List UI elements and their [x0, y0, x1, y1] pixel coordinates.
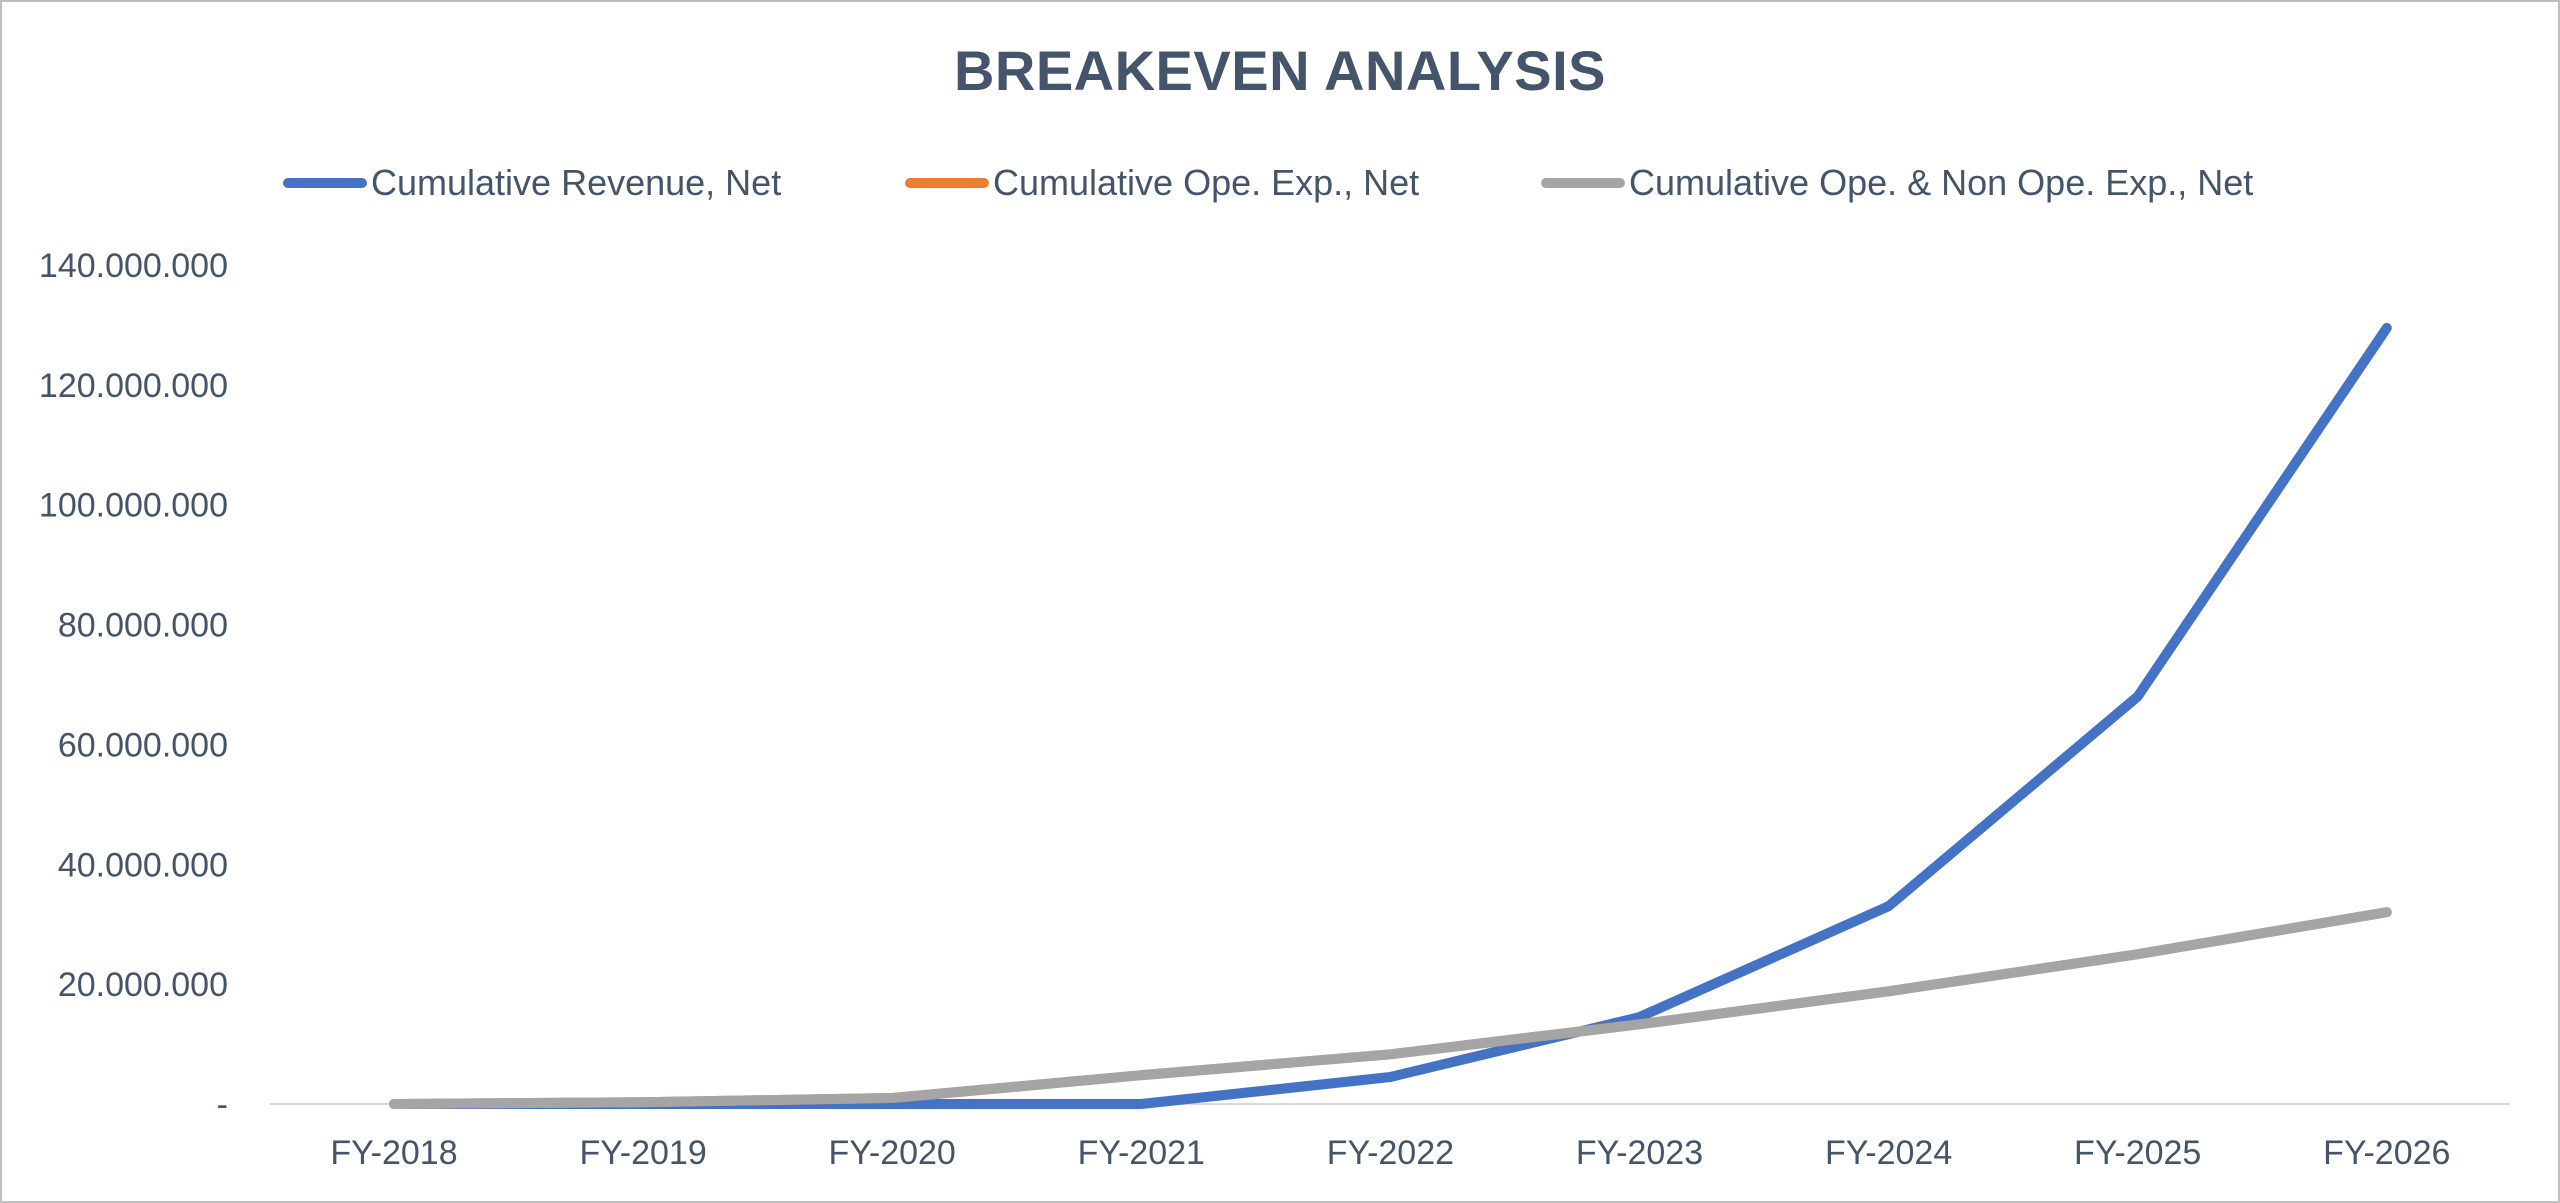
y-tick-label: 20.000.000: [58, 966, 228, 1004]
legend-label-ope-exp: Cumulative Ope. Exp., Net: [993, 162, 1420, 203]
legend-label-ope-nonope-exp: Cumulative Ope. & Non Ope. Exp., Net: [1629, 162, 2254, 203]
legend-label-revenue: Cumulative Revenue, Net: [371, 162, 782, 203]
x-tick-label: FY-2019: [579, 1134, 706, 1172]
legend-swatch-ope-exp: [905, 178, 989, 188]
x-tick-label: FY-2024: [1825, 1134, 1952, 1172]
x-tick-label: FY-2020: [829, 1134, 956, 1172]
legend-swatch-ope-nonope-exp: [1541, 178, 1625, 188]
y-tick-label: 60.000.000: [58, 726, 228, 764]
y-tick-label: 100.000.000: [39, 487, 228, 525]
x-tick-label: FY-2023: [1576, 1134, 1703, 1172]
legend-swatch-revenue: [283, 178, 367, 188]
legend: Cumulative Revenue, Net Cumulative Ope. …: [0, 155, 2560, 211]
y-tick-label: -: [217, 1086, 228, 1124]
series-line-revenue: [389, 322, 2392, 1109]
x-tick-label: FY-2025: [2074, 1134, 2201, 1172]
chart-title: BREAKEVEN ANALYSIS: [953, 39, 1607, 102]
legend-item-ope-nonope-exp[interactable]: Cumulative Ope. & Non Ope. Exp., Net: [1541, 155, 2253, 211]
y-tick-label: 120.000.000: [39, 367, 228, 405]
x-tick-label: FY-2021: [1078, 1134, 1205, 1172]
series-line-ope-nonope-exp: [389, 907, 2392, 1109]
x-tick-label: FY-2026: [2323, 1134, 2450, 1172]
y-tick-label: 140.000.000: [39, 247, 228, 285]
legend-item-revenue[interactable]: Cumulative Revenue, Net: [283, 155, 781, 211]
y-tick-label: 40.000.000: [58, 846, 228, 884]
x-tick-label: FY-2022: [1327, 1134, 1454, 1172]
x-tick-label: FY-2018: [330, 1134, 457, 1172]
legend-item-ope-exp[interactable]: Cumulative Ope. Exp., Net: [905, 155, 1419, 211]
y-tick-label: 80.000.000: [58, 607, 228, 645]
